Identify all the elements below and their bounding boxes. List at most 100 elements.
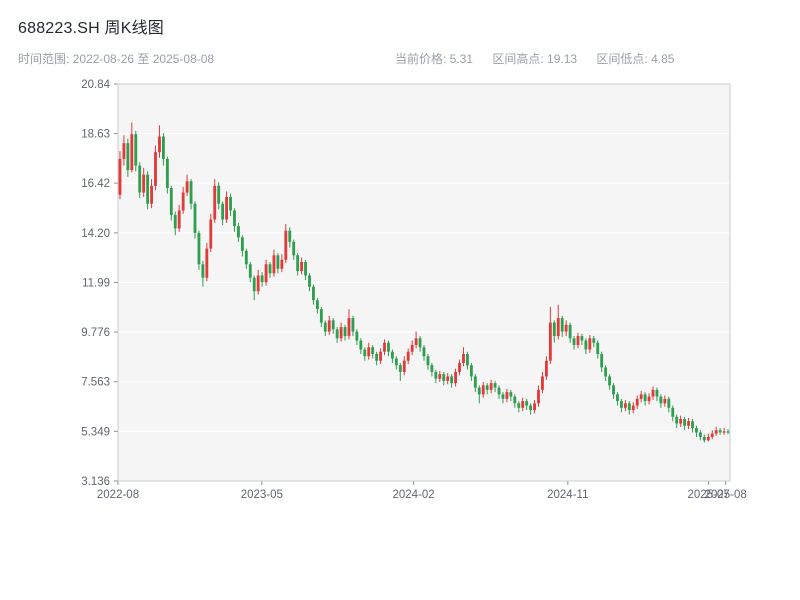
candle-body (473, 376, 477, 388)
candle-body (604, 367, 608, 377)
axis-frame (117, 83, 731, 482)
candle-body (639, 394, 643, 399)
candle-body (292, 241, 296, 256)
candle-body (323, 322, 327, 332)
range-low-stat: 区间低点: 4.85 (596, 52, 675, 66)
candle-body (150, 185, 153, 204)
candle-body (130, 134, 134, 171)
candle-body (544, 360, 548, 377)
candle-body (608, 376, 611, 386)
candle-body (619, 401, 623, 408)
candle-body (643, 394, 647, 402)
candle-body (493, 383, 497, 388)
candle-body (264, 264, 268, 283)
candle-body (126, 143, 130, 171)
candle-body (276, 255, 280, 269)
candle-body (572, 338, 576, 346)
candle-body (679, 419, 683, 424)
candle-body (371, 347, 375, 354)
candle-body (596, 342, 600, 354)
candle-body (351, 318, 355, 332)
y-tick-label: 9.776 (81, 327, 110, 339)
candle-body (169, 188, 173, 215)
candle-body (702, 436, 706, 441)
candle-body (469, 365, 473, 377)
candle-body (398, 365, 402, 372)
candle-body (695, 427, 698, 433)
x-tick-label: 2022-08 (97, 489, 139, 501)
candle-body (675, 416, 679, 424)
candle-body (426, 356, 430, 366)
candle-body (343, 327, 347, 337)
candle-body (189, 181, 193, 204)
candle-body (580, 336, 584, 341)
x-tick-label: 2024-02 (392, 489, 434, 501)
candle-body (564, 324, 568, 332)
candle-body (698, 432, 702, 437)
candle-body (221, 203, 225, 220)
candle-body (541, 376, 544, 390)
candle-body (209, 219, 213, 249)
candle-body (612, 385, 615, 395)
candle-body (335, 329, 339, 339)
candle-body (434, 371, 438, 379)
candle-body (714, 430, 718, 434)
candle-body (691, 421, 694, 428)
candle-body (359, 340, 363, 350)
y-tick-label: 18.63 (81, 129, 110, 141)
candle-body (363, 349, 367, 357)
candle-body (118, 158, 122, 195)
candle-body (260, 275, 264, 283)
candle-body (631, 405, 635, 411)
candle-body (138, 165, 142, 193)
date-range-label: 时间范围: 2022-08-26 至 2025-08-08 (18, 52, 215, 66)
candle-body (450, 376, 454, 384)
stats-row: 当前价格: 5.31 区间高点: 19.13 区间低点: 4.85 (395, 50, 690, 67)
candle-body (533, 403, 536, 411)
candle-body (225, 197, 229, 220)
candle-body (537, 389, 540, 404)
candle-body (315, 300, 319, 310)
candle-body (406, 351, 410, 361)
y-tick-label: 3.136 (81, 476, 110, 488)
candle-body (331, 320, 335, 330)
candle-body (513, 396, 517, 404)
candle-body (588, 338, 592, 350)
candle-body (154, 152, 157, 186)
candle-body (552, 322, 556, 337)
candle-body (442, 374, 446, 381)
candle-body (402, 360, 406, 372)
candle-body (308, 275, 311, 287)
candle-body (497, 387, 501, 395)
candle-body (663, 398, 667, 404)
candle-body (327, 320, 331, 332)
y-tick-label: 5.349 (81, 426, 110, 438)
y-tick-label: 7.563 (81, 377, 110, 389)
candle-body (237, 226, 240, 238)
candle-body (390, 351, 394, 359)
candle-body (177, 210, 181, 229)
candle-body (217, 185, 221, 204)
candle-body (501, 394, 505, 399)
candle-body (521, 401, 525, 408)
candle-body (718, 430, 722, 433)
candle-body (268, 264, 272, 274)
candle-body (481, 385, 485, 395)
candle-body (379, 351, 382, 361)
candle-body (300, 262, 304, 272)
candle-body (201, 264, 205, 278)
candle-body (422, 347, 426, 357)
x-tick-label: 2024-11 (547, 489, 588, 501)
candle-body (213, 185, 217, 220)
chart-title: 688223.SH 周K线图 (18, 20, 164, 37)
y-tick-label: 16.42 (81, 178, 110, 190)
candle-body (158, 136, 161, 153)
candle-body (161, 136, 165, 159)
candle-body (477, 387, 481, 395)
candle-body (193, 203, 197, 233)
current-price-stat: 当前价格: 5.31 (395, 52, 474, 66)
candle-body (252, 277, 256, 292)
candle-body (710, 433, 714, 437)
